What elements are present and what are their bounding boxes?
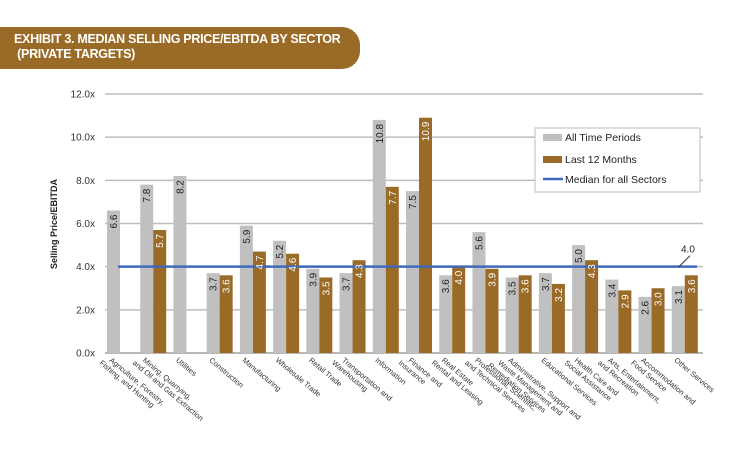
bar-all-time (306, 268, 320, 353)
bars (107, 117, 698, 354)
bar-all-time (572, 245, 586, 353)
legend-label-last-12: Last 12 Months (565, 154, 637, 166)
bar-all-time (107, 210, 120, 353)
data-label: 4.3 (355, 264, 366, 278)
bar-last-12-months (684, 275, 698, 353)
y-tick-label: 12.0x (71, 90, 95, 101)
data-label: 3.1 (674, 290, 685, 304)
bar-last-12-months (419, 117, 432, 353)
bar-all-time (406, 191, 419, 353)
category-label-line: Construction (207, 356, 245, 390)
legend-swatch-last-12 (543, 156, 562, 163)
exhibit-title-line1: EXHIBIT 3. MEDIAN SELLING PRICE/EBITDA B… (14, 32, 341, 46)
bar-last-12-months (385, 186, 399, 353)
bar-last-12-months (352, 260, 366, 353)
data-label: 5.6 (474, 236, 485, 250)
y-tick-label: 2.0x (76, 305, 95, 316)
bar-last-12-months (585, 260, 599, 353)
bar-all-time (273, 240, 287, 353)
y-axis-label: Selling Price/EBITDA (49, 178, 59, 269)
y-tick-label: 8.0x (76, 176, 95, 187)
bar-all-time (538, 273, 552, 353)
legend-box (534, 127, 701, 193)
data-label: 3.6 (222, 279, 233, 293)
data-label: 10.8 (375, 123, 386, 143)
median-line-group: 4.0 (118, 245, 697, 268)
median-callout-leader (678, 255, 691, 268)
bar-last-12-months (286, 253, 300, 353)
bar-all-time (439, 275, 453, 353)
bar-last-12-months (551, 283, 565, 353)
data-label: 3.5 (321, 281, 332, 295)
data-label: 4.6 (288, 257, 299, 271)
bar-all-time (239, 225, 253, 353)
bar-all-time (140, 184, 154, 353)
data-label: 3.2 (554, 287, 565, 301)
bar-all-time (505, 277, 519, 353)
bar-last-12-months (153, 229, 167, 353)
bar-last-12-months (651, 288, 665, 353)
data-label: 4.3 (587, 264, 598, 278)
bar-last-12-months (618, 290, 632, 353)
data-label: 3.6 (441, 279, 452, 293)
exhibit-title-line2: (PRIVATE TARGETS) (14, 47, 135, 61)
bar-last-12-months (518, 275, 532, 353)
data-label: 2.6 (641, 300, 652, 314)
data-label: 3.6 (687, 279, 698, 293)
data-label: 6.6 (109, 214, 120, 228)
median-callout-label: 4.0 (681, 245, 695, 256)
data-label: 4.7 (255, 255, 266, 269)
data-label: 10.9 (421, 121, 432, 141)
bar-last-12-months (452, 266, 466, 353)
data-labels: 6.67.85.78.23.7 3.65.94.75.24.63.93.5 3.74… (109, 121, 698, 314)
y-tick-label: 0.0x (76, 349, 95, 360)
data-label: 3.7 (342, 277, 353, 291)
data-label: 4.0 (454, 270, 465, 284)
legend-swatch-all-time (543, 134, 562, 141)
legend: All Time Periods Last 12 Months Median f… (534, 127, 701, 193)
category-label-line: Utilities (174, 356, 198, 379)
bar-all-time (638, 296, 652, 353)
data-label: 3.9 (487, 272, 498, 286)
bar-last-12-months (485, 268, 499, 353)
data-label: 8.2 (175, 180, 186, 194)
data-label: 3.4 (607, 283, 618, 297)
bar-last-12-months (219, 275, 233, 353)
exhibit-title-banner: EXHIBIT 3. MEDIAN SELLING PRICE/EBITDA B… (0, 27, 360, 69)
bar-all-time (372, 119, 386, 354)
data-label: 3.0 (654, 292, 665, 306)
category-label: Utilities (174, 356, 198, 379)
data-label: 7.8 (142, 188, 153, 202)
bar-all-time (472, 232, 486, 353)
data-label: 2.9 (620, 294, 631, 308)
data-label: 3.7 (209, 277, 220, 291)
data-label: 5.2 (275, 244, 286, 258)
data-label: 3.6 (521, 279, 532, 293)
bar-all-time (206, 273, 220, 353)
bar-all-time (339, 273, 353, 353)
data-label: 3.7 (541, 277, 552, 291)
y-tick-label: 4.0x (76, 262, 95, 273)
data-label: 7.7 (388, 190, 399, 204)
bar-last-12-months (319, 277, 333, 353)
data-label: 5.0 (574, 249, 585, 263)
data-label: 5.9 (242, 229, 253, 243)
bar-all-time (173, 176, 187, 353)
data-label: 7.5 (408, 195, 419, 209)
category-labels: Agriculture, Forestry,Fishing, and Hunti… (98, 356, 717, 423)
bar-last-12-months (252, 251, 266, 353)
y-axis-ticks: 0.0x 2.0x 4.0x 6.0x 8.0x 10.0x 12.0x (71, 90, 95, 360)
data-label: 5.7 (155, 234, 166, 248)
data-label: 3.5 (508, 281, 519, 295)
y-tick-label: 10.0x (71, 133, 95, 144)
legend-label-all-time: All Time Periods (565, 132, 641, 144)
y-tick-label: 6.0x (76, 219, 95, 230)
bar-all-time (671, 286, 685, 353)
category-label: Construction (207, 356, 245, 390)
data-label: 3.9 (308, 272, 319, 286)
bar-all-time (605, 279, 619, 353)
legend-label-median: Median for all Sectors (565, 174, 667, 186)
